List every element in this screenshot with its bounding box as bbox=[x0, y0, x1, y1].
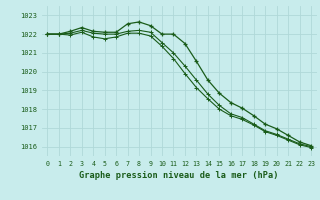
X-axis label: Graphe pression niveau de la mer (hPa): Graphe pression niveau de la mer (hPa) bbox=[79, 171, 279, 180]
